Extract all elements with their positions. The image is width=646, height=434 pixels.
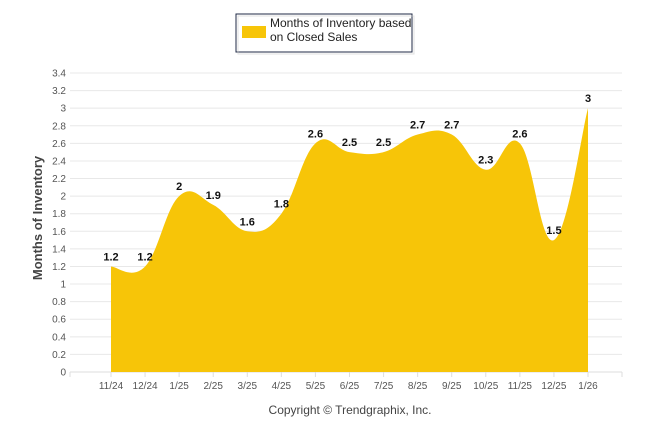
x-tick-label: 12/24 [133, 381, 158, 392]
x-tick-label: 2/25 [203, 381, 223, 392]
y-tick-label: 1.4 [52, 244, 66, 255]
data-label: 2.5 [376, 137, 391, 149]
area-series [111, 108, 588, 373]
y-tick-label: 1.6 [52, 227, 66, 238]
data-label: 1.2 [137, 251, 152, 263]
y-tick-label: 0.8 [52, 297, 66, 308]
x-tick-label: 1/25 [169, 381, 189, 392]
y-tick-label: 2.4 [52, 156, 66, 167]
y-tick-label: 0 [60, 368, 66, 379]
data-label: 2 [176, 181, 182, 193]
data-label: 1.2 [103, 251, 118, 263]
data-label: 1.6 [240, 216, 255, 228]
y-tick-label: 1 [60, 280, 66, 291]
data-label: 1.5 [546, 225, 561, 237]
legend-swatch [242, 26, 266, 38]
legend-label-line1: Months of Inventory based [270, 16, 411, 30]
y-tick-label: 3 [60, 104, 66, 115]
x-tick-label: 6/25 [340, 381, 360, 392]
x-tick-label: 5/25 [306, 381, 326, 392]
x-tick-label: 10/25 [473, 381, 498, 392]
y-tick-label: 3.2 [52, 86, 66, 97]
x-tick-label: 9/25 [442, 381, 462, 392]
y-tick-label: 0.6 [52, 315, 66, 326]
x-tick-label: 3/25 [238, 381, 258, 392]
copyright-text: Copyright © Trendgraphix, Inc. [269, 403, 432, 417]
x-tick-label: 12/25 [541, 381, 566, 392]
legend-label-line2: on Closed Sales [270, 30, 357, 44]
data-label: 1.8 [274, 199, 289, 211]
data-label: 2.7 [410, 120, 425, 132]
data-labels: 1.2 1.2 2 1.9 1.6 1.8 2.6 2.5 2.5 2.7 2.7 2.3 2.6 1.5… [103, 93, 591, 263]
y-tick-label: 0.2 [52, 350, 66, 361]
data-label: 2.5 [342, 137, 357, 149]
data-label: 3 [585, 93, 591, 105]
data-label: 2.6 [512, 128, 527, 140]
y-tick-labels: 0 0.2 0.4 0.6 0.8 1 1.2 1.4 1.6 1.8 2 2.2 2.4 2.6 2.8 3… [52, 69, 66, 379]
y-tick-label: 2 [60, 192, 66, 203]
x-tick-label: 4/25 [272, 381, 292, 392]
y-tick-label: 1.2 [52, 262, 66, 273]
x-tick-label: 1/26 [578, 381, 598, 392]
x-tick-label: 8/25 [408, 381, 428, 392]
y-tick-label: 2.6 [52, 139, 66, 150]
y-tick-label: 2.8 [52, 121, 66, 132]
data-label: 2.7 [444, 120, 459, 132]
y-tick-label: 1.8 [52, 209, 66, 220]
x-tick-labels: 11/24 12/24 1/25 2/25 3/25 4/25 5/25 6/25 7/25 8/… [99, 381, 598, 392]
data-label: 2.6 [308, 128, 323, 140]
data-label: 2.3 [478, 155, 493, 167]
y-tick-label: 3.4 [52, 69, 66, 80]
x-tick-label: 11/24 [99, 381, 124, 392]
x-tick-label: 11/25 [508, 381, 533, 392]
y-tick-label: 0.4 [52, 332, 66, 343]
x-tick-label: 7/25 [374, 381, 394, 392]
legend: Months of Inventory based on Closed Sale… [235, 13, 415, 55]
y-tick-label: 2.2 [52, 174, 66, 185]
data-label: 1.9 [206, 190, 221, 202]
y-axis-title: Months of Inventory [30, 155, 45, 280]
